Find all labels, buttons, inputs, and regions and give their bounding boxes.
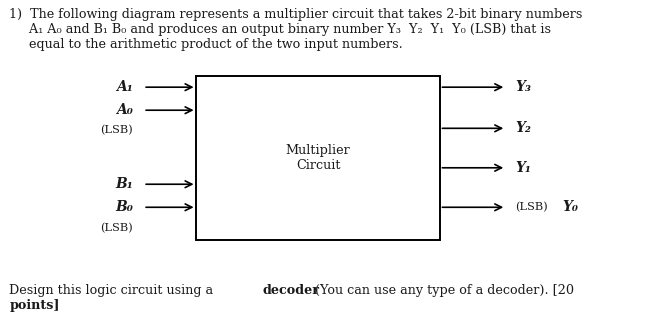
Bar — [196, 76, 440, 240]
Text: Design this logic circuit using a ​decoder: Design this logic circuit using a ​decod… — [9, 284, 298, 297]
Text: Y₁: Y₁ — [515, 161, 531, 175]
Text: Multiplier
Circuit: Multiplier Circuit — [286, 144, 350, 172]
Text: A₀: A₀ — [117, 103, 133, 117]
Text: A₁: A₁ — [117, 80, 133, 94]
Text: points]: points] — [9, 299, 60, 312]
Text: decoder: decoder — [262, 284, 320, 297]
Text: equal to the arithmetic product of the two input numbers.: equal to the arithmetic product of the t… — [9, 38, 403, 51]
Text: A₁ A₀ and B₁ B₀ and produces an output binary number Y₃  Y₂  Y₁  Y₀ (LSB) that i: A₁ A₀ and B₁ B₀ and produces an output b… — [9, 23, 551, 36]
Text: Design this logic circuit using a: Design this logic circuit using a — [9, 284, 217, 297]
Text: B₁: B₁ — [115, 177, 133, 191]
Text: (LSB): (LSB) — [515, 202, 547, 213]
Text: (LSB): (LSB) — [101, 125, 133, 135]
Text: Y₃: Y₃ — [515, 80, 531, 94]
Text: (You can use any type of a decoder). [20: (You can use any type of a decoder). [20 — [311, 284, 574, 297]
Text: Y₀: Y₀ — [563, 200, 579, 214]
Text: Y₂: Y₂ — [515, 121, 531, 135]
Text: (LSB): (LSB) — [101, 222, 133, 233]
Text: B₀: B₀ — [115, 200, 133, 214]
Text: 1)  The following diagram represents a multiplier circuit that takes 2-bit binar: 1) The following diagram represents a mu… — [9, 8, 583, 21]
